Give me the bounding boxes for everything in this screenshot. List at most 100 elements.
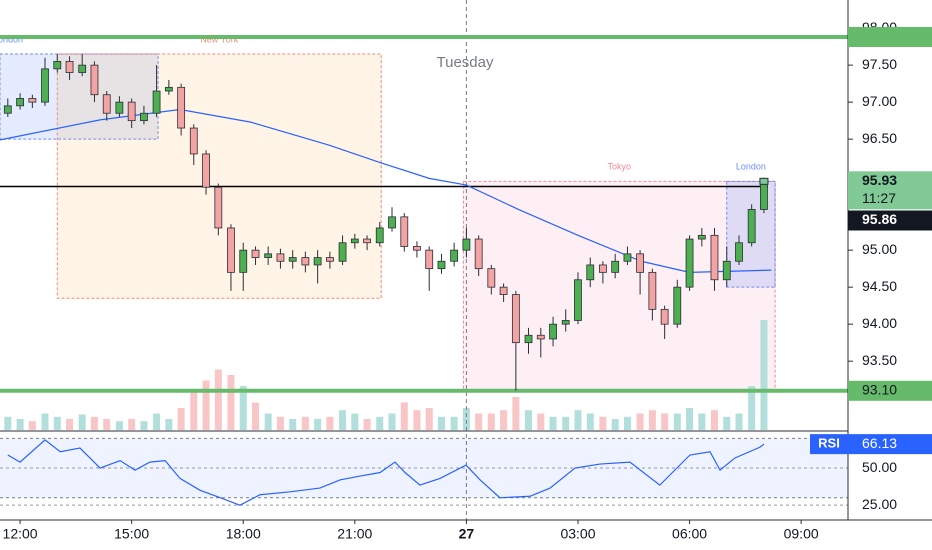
candle-body (660, 308, 669, 325)
rsi-tick-bg (849, 496, 932, 515)
price-axis (848, 0, 932, 520)
volume-bar (698, 413, 706, 430)
candle-body (487, 268, 496, 288)
volume-bar (165, 419, 173, 430)
x-tick-label: 06:00 (672, 526, 707, 542)
volume-bar (661, 413, 669, 430)
candle-body (16, 98, 24, 107)
candle-body (760, 180, 768, 210)
level-label: 93.10 (862, 381, 897, 397)
candle-body (536, 334, 545, 340)
x-tick-label: 03:00 (560, 526, 595, 542)
candle-body (350, 238, 359, 244)
candle-body (425, 249, 434, 270)
y-tick-label: 94.50 (862, 278, 897, 294)
candle-body (227, 227, 235, 273)
x-tick-label: 09:00 (784, 526, 819, 542)
x-tick-label: 18:00 (226, 526, 261, 542)
candle-body (524, 334, 533, 344)
last-price-marker (759, 177, 769, 185)
volume-bar (339, 410, 347, 430)
candle-body (437, 260, 446, 270)
rsi-value-bg (848, 434, 932, 455)
y-tick-label: 96.50 (862, 130, 897, 146)
candle-body (239, 249, 248, 273)
volume-bar (128, 419, 136, 430)
candle-body (697, 234, 706, 240)
volume-bar (437, 416, 445, 430)
volume-bar (549, 416, 557, 430)
candle-body (611, 260, 620, 273)
candle-body (140, 112, 148, 122)
level-label-bg (848, 380, 932, 401)
volume-bar (252, 402, 260, 430)
volume-bar (400, 402, 408, 430)
volume-bar (525, 410, 533, 430)
volume-bar (425, 408, 433, 430)
candle-body (363, 238, 371, 244)
last-price-bg (848, 171, 932, 210)
candle-body (499, 286, 508, 295)
candle-body (511, 294, 520, 344)
candle-body (164, 86, 173, 92)
candle-body (413, 246, 421, 251)
candle-body (53, 61, 62, 70)
volume-bar (326, 416, 334, 430)
volume-bar (227, 375, 235, 430)
volume-bar (710, 410, 718, 430)
rsi-band (0, 438, 848, 498)
candle-body (313, 257, 322, 266)
volume-bar (388, 413, 396, 430)
candle-body (127, 101, 136, 122)
rsi-tick-label: 25.00 (862, 496, 897, 512)
price-line-label: 95.86 (862, 211, 897, 227)
candle-body (648, 271, 657, 310)
volume-bar (115, 421, 123, 430)
candle-body (722, 260, 731, 281)
candle-body (264, 253, 273, 258)
candle-body (177, 86, 186, 129)
volume-bar (103, 419, 111, 430)
volume-bar (301, 416, 309, 430)
session-label: London (736, 162, 766, 172)
candle-body (474, 238, 483, 270)
candle-body (276, 253, 285, 262)
y-tick-label: 95.00 (862, 241, 897, 257)
candle-body (3, 105, 12, 114)
volume-bar (475, 413, 483, 430)
volume-bar (153, 413, 161, 430)
volume-bar (673, 413, 681, 430)
volume-bar (462, 408, 470, 430)
x-tick-label: 12:00 (3, 526, 38, 542)
day-annotation: Tuesday (437, 54, 494, 71)
candle-body (115, 101, 124, 114)
volume-bar (239, 386, 247, 430)
volume-bar (574, 410, 582, 430)
candle-body (202, 153, 210, 188)
last-price-label: 95.93 (862, 172, 897, 188)
rsi-value: 66.13 (862, 435, 897, 451)
volume-bar (586, 413, 594, 430)
candle-body (735, 242, 743, 262)
candle-body (673, 286, 682, 325)
session-label: New York (200, 34, 239, 44)
candle-body (747, 209, 756, 244)
rsi-tick-label: 50.00 (862, 459, 897, 475)
volume-bar (264, 413, 272, 430)
x-tick-label: 21:00 (337, 526, 372, 542)
volume-bar (314, 419, 322, 430)
volume-bar (500, 410, 508, 430)
volume-bar (4, 416, 12, 430)
volume-bar (450, 416, 458, 430)
volume-bar (53, 416, 61, 430)
candle-body (574, 279, 582, 321)
rsi-tick-bg (849, 459, 932, 478)
volume-bar (90, 416, 98, 430)
candle-body (400, 216, 409, 247)
volume-bar (276, 416, 284, 430)
y-tick-label: 94.00 (862, 315, 897, 331)
session-label: London (0, 34, 23, 44)
volume-bar (760, 320, 768, 430)
volume-bar (41, 413, 49, 430)
volume-bar (202, 380, 210, 430)
